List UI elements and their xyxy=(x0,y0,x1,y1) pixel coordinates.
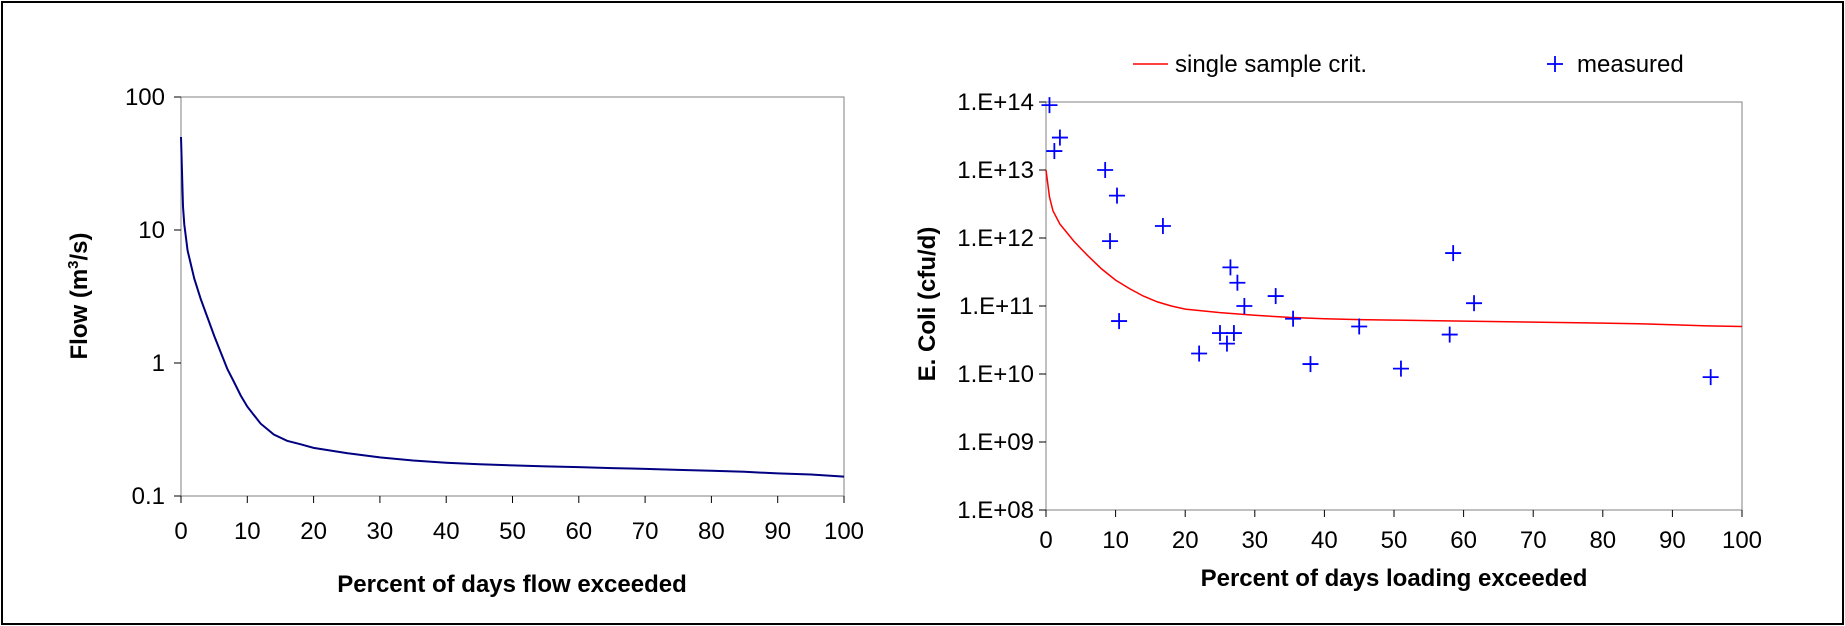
measured-point xyxy=(1392,360,1409,377)
x-tick-label: 30 xyxy=(1241,527,1268,554)
x-tick-label: 90 xyxy=(764,518,791,545)
x-tick-label: 60 xyxy=(1450,527,1477,554)
x-tick-label: 20 xyxy=(1172,527,1199,554)
x-tick-label: 90 xyxy=(1659,527,1686,554)
y-tick-label: 1 xyxy=(152,350,165,377)
x-tick-label: 50 xyxy=(499,518,526,545)
flow-duration-chart: 0.1 1 10 100 0 10 20 30 40 50 60 70 80 90 100 Percent… xyxy=(65,84,864,598)
y-tick-label: 10 xyxy=(138,217,165,244)
y-tick-label: 1.E+13 xyxy=(957,157,1034,184)
y-tick-label: 1.E+09 xyxy=(957,429,1034,456)
x-tick-label: 80 xyxy=(1589,527,1616,554)
x-tick-label: 30 xyxy=(367,518,394,545)
measured-point xyxy=(1046,143,1063,160)
legend-label-criterion: single sample crit. xyxy=(1175,51,1367,78)
x-tick-label: 0 xyxy=(1039,527,1052,554)
measured-point xyxy=(1351,318,1368,335)
x-tick-label: 60 xyxy=(565,518,592,545)
y-tick-label: 1.E+11 xyxy=(959,293,1034,320)
y-tick-label: 1.E+12 xyxy=(957,225,1034,252)
y-axis-label-2: E. Coli (cfu/d) xyxy=(914,227,941,382)
y-tick-label: 100 xyxy=(125,84,165,111)
y-axis-1: 0.1 1 10 100 xyxy=(125,84,181,510)
x-tick-label: 100 xyxy=(1722,527,1762,554)
x-tick-label: 100 xyxy=(824,518,864,545)
x-tick-label: 20 xyxy=(300,518,327,545)
measured-point xyxy=(1111,313,1128,330)
measured-point xyxy=(1051,129,1068,146)
measured-point xyxy=(1225,325,1242,342)
measured-point xyxy=(1229,274,1246,291)
legend-plus-marker xyxy=(1547,56,1563,72)
ecoli-loading-chart: 1.E+08 1.E+09 1.E+10 1.E+11 1.E+12 1.E+13 1.E+… xyxy=(914,51,1762,592)
x-tick-label: 50 xyxy=(1381,527,1408,554)
y-tick-label: 1.E+08 xyxy=(957,497,1034,524)
measured-point xyxy=(1222,259,1239,276)
measured-point xyxy=(1441,326,1458,343)
measured-point xyxy=(1108,187,1125,204)
measured-point xyxy=(1102,233,1119,250)
measured-point xyxy=(1302,356,1319,373)
x-tick-label: 40 xyxy=(433,518,460,545)
measured-points xyxy=(1041,97,1719,386)
measured-point xyxy=(1702,369,1719,386)
x-tick-label: 0 xyxy=(174,518,187,545)
measured-point xyxy=(1285,310,1302,327)
x-tick-label: 40 xyxy=(1311,527,1338,554)
x-tick-label: 80 xyxy=(698,518,725,545)
y-axis-2: 1.E+08 1.E+09 1.E+10 1.E+11 1.E+12 1.E+13 1.E+… xyxy=(957,89,1046,524)
y-tick-label: 1.E+10 xyxy=(957,361,1034,388)
x-axis-1: 0 10 20 30 40 50 60 70 80 90 100 xyxy=(174,496,864,545)
x-axis-label-1: Percent of days flow exceeded xyxy=(337,571,686,598)
measured-point xyxy=(1466,295,1483,312)
plot-area-2 xyxy=(1045,101,1743,511)
measured-point xyxy=(1154,218,1171,235)
x-tick-label: 10 xyxy=(1102,527,1129,554)
measured-point xyxy=(1267,288,1284,305)
measured-point xyxy=(1218,335,1235,352)
y-tick-label: 1.E+14 xyxy=(957,89,1034,116)
single-sample-criterion-line xyxy=(1045,169,1743,328)
flow-duration-line xyxy=(180,136,845,478)
x-axis-2: 0 10 20 30 40 50 60 70 80 90 100 xyxy=(1039,510,1762,554)
plot-area-1 xyxy=(180,96,845,497)
x-tick-label: 70 xyxy=(632,518,659,545)
measured-point xyxy=(1445,245,1462,262)
measured-point xyxy=(1191,345,1208,362)
measured-point xyxy=(1041,97,1058,114)
y-axis-label-1: Flow (m3/s) xyxy=(65,232,93,359)
x-tick-label: 10 xyxy=(234,518,261,545)
measured-point xyxy=(1097,162,1114,178)
y-tick-label: 0.1 xyxy=(132,483,165,510)
x-axis-label-2: Percent of days loading exceeded xyxy=(1201,565,1588,592)
legend-label-measured: measured xyxy=(1577,51,1684,78)
measured-point xyxy=(1236,298,1253,314)
legend: single sample crit. measured xyxy=(1133,51,1684,78)
x-tick-label: 70 xyxy=(1520,527,1547,554)
measured-point xyxy=(1212,325,1228,342)
